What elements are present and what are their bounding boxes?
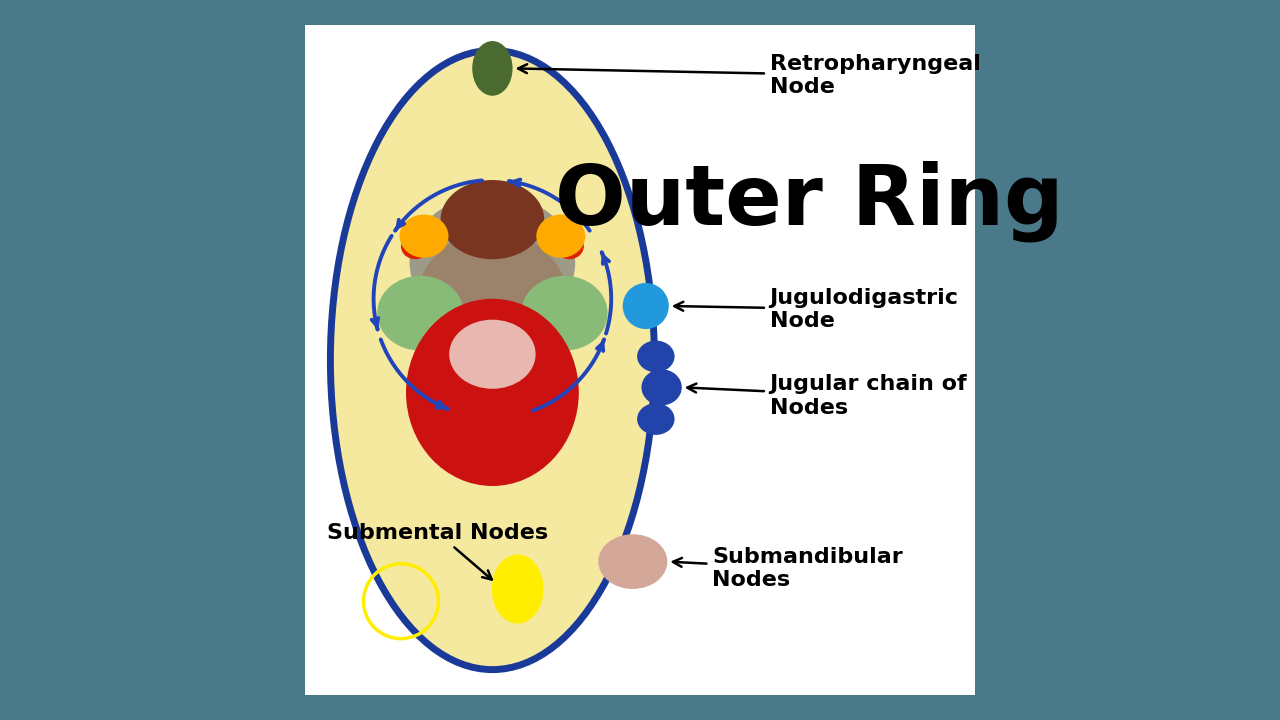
Text: Submental Nodes: Submental Nodes	[326, 523, 548, 580]
Ellipse shape	[637, 403, 675, 435]
Circle shape	[623, 283, 668, 329]
Text: Submandibular
Nodes: Submandibular Nodes	[673, 547, 902, 590]
Ellipse shape	[521, 276, 608, 351]
FancyBboxPatch shape	[305, 25, 975, 695]
Ellipse shape	[410, 194, 575, 331]
Ellipse shape	[641, 369, 682, 405]
Ellipse shape	[556, 233, 584, 259]
Text: Jugular chain of
Nodes: Jugular chain of Nodes	[687, 374, 968, 418]
Ellipse shape	[401, 233, 430, 259]
Text: Jugulodigastric
Node: Jugulodigastric Node	[675, 288, 959, 331]
Ellipse shape	[399, 215, 448, 258]
Ellipse shape	[492, 554, 544, 624]
Ellipse shape	[406, 299, 579, 486]
Ellipse shape	[440, 180, 544, 259]
Ellipse shape	[330, 50, 654, 670]
Text: Retropharyngeal
Node: Retropharyngeal Node	[518, 54, 980, 97]
Ellipse shape	[598, 534, 667, 589]
Ellipse shape	[536, 215, 585, 258]
Ellipse shape	[449, 320, 535, 389]
Ellipse shape	[472, 41, 512, 96]
Ellipse shape	[378, 276, 463, 351]
Ellipse shape	[413, 230, 572, 396]
Text: Outer Ring: Outer Ring	[556, 161, 1064, 243]
Ellipse shape	[637, 341, 675, 372]
